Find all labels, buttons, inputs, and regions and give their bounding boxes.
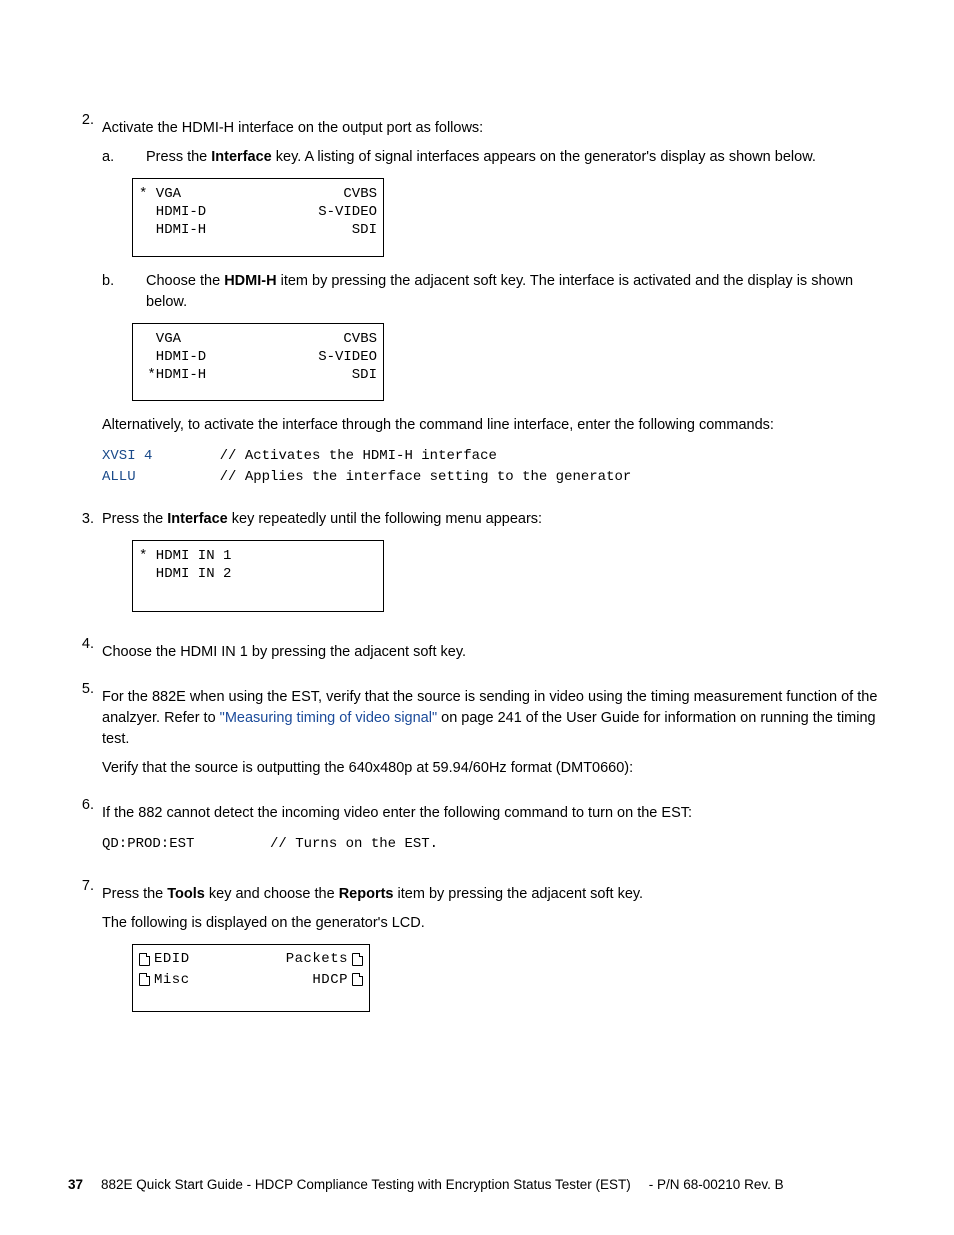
display-box-interfaces-1: * VGACVBS HDMI-DS-VIDEO HDMI-HSDI	[132, 178, 384, 257]
substep-a: a. Press the Interface key. A listing of…	[102, 147, 886, 168]
step-6: 6. If the 882 cannot detect the incoming…	[68, 795, 886, 868]
step-3: 3. Press the Interface key repeatedly un…	[68, 509, 886, 626]
step-number: 3.	[68, 509, 102, 626]
footer-part-number: - P/N 68-00210 Rev. B	[649, 1175, 784, 1195]
step-body: Activate the HDMI-H interface on the out…	[102, 110, 886, 501]
step-text: For the 882E when using the EST, verify …	[102, 687, 886, 750]
alt-text: Alternatively, to activate the interface…	[102, 415, 886, 436]
step-text: Choose the HDMI IN 1 by pressing the adj…	[102, 642, 886, 663]
document-icon	[352, 953, 363, 966]
step-number: 2.	[68, 110, 102, 501]
step-text-2: Verify that the source is outputting the…	[102, 758, 886, 779]
lcd-item-packets: Packets	[286, 949, 363, 969]
document-icon	[139, 953, 150, 966]
step-number: 4.	[68, 634, 102, 671]
page-number: 37	[68, 1175, 83, 1195]
instruction-list: 2. Activate the HDMI-H interface on the …	[68, 110, 886, 1026]
step-number: 5.	[68, 679, 102, 787]
substep-label: a.	[102, 147, 146, 168]
step-body: Press the Interface key repeatedly until…	[102, 509, 886, 626]
step-text: If the 882 cannot detect the incoming vi…	[102, 803, 886, 824]
footer-title: 882E Quick Start Guide - HDCP Compliance…	[101, 1175, 631, 1195]
step-text: Press the Tools key and choose the Repor…	[102, 884, 886, 905]
step-5: 5. For the 882E when using the EST, veri…	[68, 679, 886, 787]
lcd-item-hdcp: HDCP	[312, 970, 363, 990]
step-text-2: The following is displayed on the genera…	[102, 913, 886, 934]
step-2: 2. Activate the HDMI-H interface on the …	[68, 110, 886, 501]
page-content: 2. Activate the HDMI-H interface on the …	[0, 0, 954, 1235]
substep-b: b. Choose the HDMI-H item by pressing th…	[102, 271, 886, 313]
page-footer: 37 882E Quick Start Guide - HDCP Complia…	[68, 1175, 886, 1195]
display-box-interfaces-2: VGACVBS HDMI-DS-VIDEO *HDMI-HSDI	[132, 323, 384, 402]
step-text: Press the Interface key repeatedly until…	[102, 509, 886, 530]
step-body: Press the Tools key and choose the Repor…	[102, 876, 886, 1026]
command-line: QD:PROD:EST // Turns on the EST.	[102, 834, 886, 854]
lcd-item-edid: EDID	[139, 949, 190, 969]
document-icon	[139, 973, 150, 986]
substep-text: Choose the HDMI-H item by pressing the a…	[146, 271, 886, 313]
step-7: 7. Press the Tools key and choose the Re…	[68, 876, 886, 1026]
document-icon	[352, 973, 363, 986]
step-4: 4. Choose the HDMI IN 1 by pressing the …	[68, 634, 886, 671]
substep-text: Press the Interface key. A listing of si…	[146, 147, 816, 168]
command-block: XVSI 4 // Activates the HDMI-H interface…	[102, 446, 886, 487]
lcd-display: EDID Packets Misc HDCP	[132, 944, 370, 1012]
step-text: Activate the HDMI-H interface on the out…	[102, 118, 886, 139]
step-number: 6.	[68, 795, 102, 868]
lcd-item-misc: Misc	[139, 970, 190, 990]
link-measuring-timing[interactable]: "Measuring timing of video signal"	[220, 710, 437, 726]
step-body: If the 882 cannot detect the incoming vi…	[102, 795, 886, 868]
substep-label: b.	[102, 271, 146, 313]
step-number: 7.	[68, 876, 102, 1026]
display-box-hdmi-in: * HDMI IN 1 HDMI IN 2	[132, 540, 384, 612]
step-body: For the 882E when using the EST, verify …	[102, 679, 886, 787]
